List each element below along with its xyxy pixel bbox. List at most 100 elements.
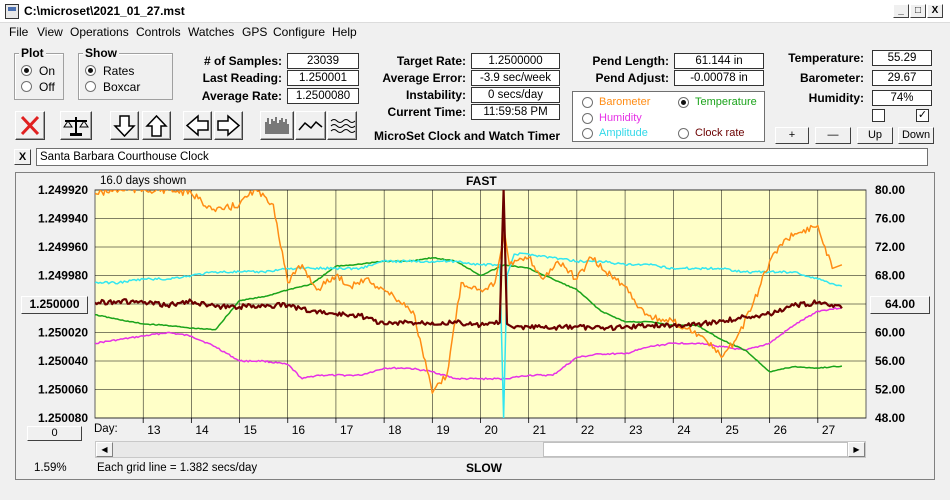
plot-group-title: Plot — [19, 46, 46, 60]
y-right-tick-label: 80.00 — [875, 183, 905, 197]
menu-gps[interactable]: GPS — [242, 25, 268, 39]
balance-scale-icon — [63, 117, 89, 136]
pend-length-field[interactable]: 61.144 in — [674, 53, 764, 69]
temperature-radio[interactable] — [678, 97, 689, 108]
fast-label: FAST — [466, 174, 497, 188]
humidity-field: 74% — [872, 90, 932, 106]
footer-percent: 1.59% — [34, 462, 67, 474]
bars-view-button[interactable] — [260, 111, 294, 140]
right-value-button[interactable]: 64.00 — [870, 296, 930, 314]
bottom-zero-button[interactable]: 0 — [27, 426, 82, 441]
x-tick-label: 14 — [195, 423, 209, 437]
close-button[interactable]: X — [927, 4, 943, 18]
instability-label: Instability: — [405, 88, 466, 102]
humidity-radio[interactable] — [582, 113, 593, 124]
scroll-thumb[interactable] — [543, 442, 848, 457]
menu-help[interactable]: Help — [332, 25, 357, 39]
series-line-temperature — [95, 256, 843, 373]
menu-operations[interactable]: Operations — [70, 25, 129, 39]
current-time-field: 11:59:58 PM — [471, 104, 560, 120]
chart-scrollbar[interactable]: ◀ ▶ — [95, 441, 866, 458]
arrow-down-button[interactable] — [110, 111, 139, 140]
amplitude-option[interactable]: Amplitude — [599, 127, 648, 139]
plot-on-radio[interactable] — [21, 65, 32, 76]
scale-minus-button[interactable]: — — [815, 127, 851, 144]
average-error-label: Average Error: — [382, 71, 466, 85]
axis-labels: 13 14 15 16 17 18 19 20 21 22 23 24 25 26 27 1.249920 1.… — [38, 183, 905, 437]
humidity-option[interactable]: Humidity — [599, 112, 642, 124]
x-tick-label: 17 — [340, 423, 354, 437]
menu-bar: File View Operations Controls Watches GP… — [0, 23, 950, 43]
minimize-button[interactable]: _ — [893, 4, 909, 18]
target-rate-field[interactable]: 1.2500000 — [471, 53, 560, 69]
show-rates-radio[interactable] — [85, 65, 96, 76]
x-tick-label: 15 — [244, 423, 258, 437]
y-right-tick-label: 48.00 — [875, 411, 905, 425]
series-line-amplitude — [95, 252, 843, 418]
samples-field: 23039 — [287, 53, 359, 69]
x-tick-label: 16 — [292, 423, 306, 437]
scroll-right-icon[interactable]: ▶ — [848, 442, 865, 457]
last-reading-label: Last Reading: — [202, 71, 282, 85]
clock-rate-radio[interactable] — [678, 128, 689, 139]
scale-down-button[interactable]: Down — [898, 127, 934, 144]
left-value-button[interactable]: 1.250000 — [21, 296, 88, 314]
show-group — [78, 53, 173, 100]
menu-controls[interactable]: Controls — [136, 25, 181, 39]
balance-button[interactable] — [60, 111, 92, 140]
arrow-left-icon — [185, 114, 209, 137]
barometer-option[interactable]: Barometer — [599, 96, 651, 108]
barometer-radio[interactable] — [582, 97, 593, 108]
maximize-button[interactable]: □ — [910, 4, 926, 18]
line-view-button[interactable] — [295, 111, 326, 140]
arrow-right-button[interactable] — [214, 111, 243, 140]
grid-note: Each grid line = 1.382 secs/day — [97, 462, 258, 474]
y-right-tick-label: 52.00 — [875, 383, 905, 397]
x-tick-label: 19 — [436, 423, 450, 437]
series-line-humidity — [95, 306, 843, 381]
scroll-left-icon[interactable]: ◀ — [96, 442, 113, 457]
show-boxcar-radio[interactable] — [85, 81, 96, 92]
arrow-right-icon — [217, 114, 241, 137]
arrow-left-button[interactable] — [183, 111, 212, 140]
amplitude-radio[interactable] — [582, 128, 593, 139]
target-rate-label: Target Rate: — [396, 54, 466, 68]
clock-rate-option[interactable]: Clock rate — [695, 127, 745, 139]
show-boxcar-label: Boxcar — [103, 80, 141, 94]
clock-name-field[interactable]: Santa Barbara Courthouse Clock — [36, 148, 928, 166]
clock-close-button[interactable]: X — [14, 149, 31, 165]
y-left-tick-label: 1.250080 — [38, 411, 88, 425]
app-icon — [5, 4, 19, 19]
y-left-tick-label: 1.250020 — [38, 326, 88, 340]
menu-configure[interactable]: Configure — [273, 25, 326, 39]
overlay-options-box — [572, 91, 765, 142]
menu-watches[interactable]: Watches — [188, 25, 235, 39]
humidity-label: Humidity: — [808, 91, 864, 105]
average-rate-label: Average Rate: — [201, 89, 282, 103]
series-line-clock-rate — [95, 190, 843, 332]
title-bar: C:\microset\2021_01_27.mst _ □ X — [0, 0, 950, 23]
x-tick-label: 18 — [388, 423, 402, 437]
arrow-up-button[interactable] — [142, 111, 171, 140]
y-left-tick-label: 1.249940 — [38, 212, 88, 226]
arrow-down-icon — [113, 115, 136, 138]
arrow-up-icon — [145, 114, 168, 137]
stop-button[interactable] — [15, 111, 45, 140]
series-layer — [95, 190, 843, 418]
plot-off-label: Off — [39, 80, 55, 94]
scale-plus-button[interactable]: + — [775, 127, 809, 144]
temperature-label: Temperature: — [788, 51, 864, 65]
plot-off-radio[interactable] — [21, 81, 32, 92]
menu-file[interactable]: File — [9, 25, 29, 39]
scale-up-button[interactable]: Up — [857, 127, 893, 144]
wave-view-button[interactable] — [327, 111, 357, 140]
humidity-checkbox-1[interactable] — [872, 109, 885, 122]
red-x-icon — [20, 115, 40, 136]
temperature-option[interactable]: Temperature — [695, 96, 757, 108]
y-left-tick-label: 1.249920 — [38, 183, 88, 197]
humidity-checkbox-2[interactable]: ✓ — [916, 109, 929, 122]
y-right-tick-label: 60.00 — [875, 326, 905, 340]
pend-length-label: Pend Length: — [592, 54, 669, 68]
menu-view[interactable]: View — [37, 25, 63, 39]
